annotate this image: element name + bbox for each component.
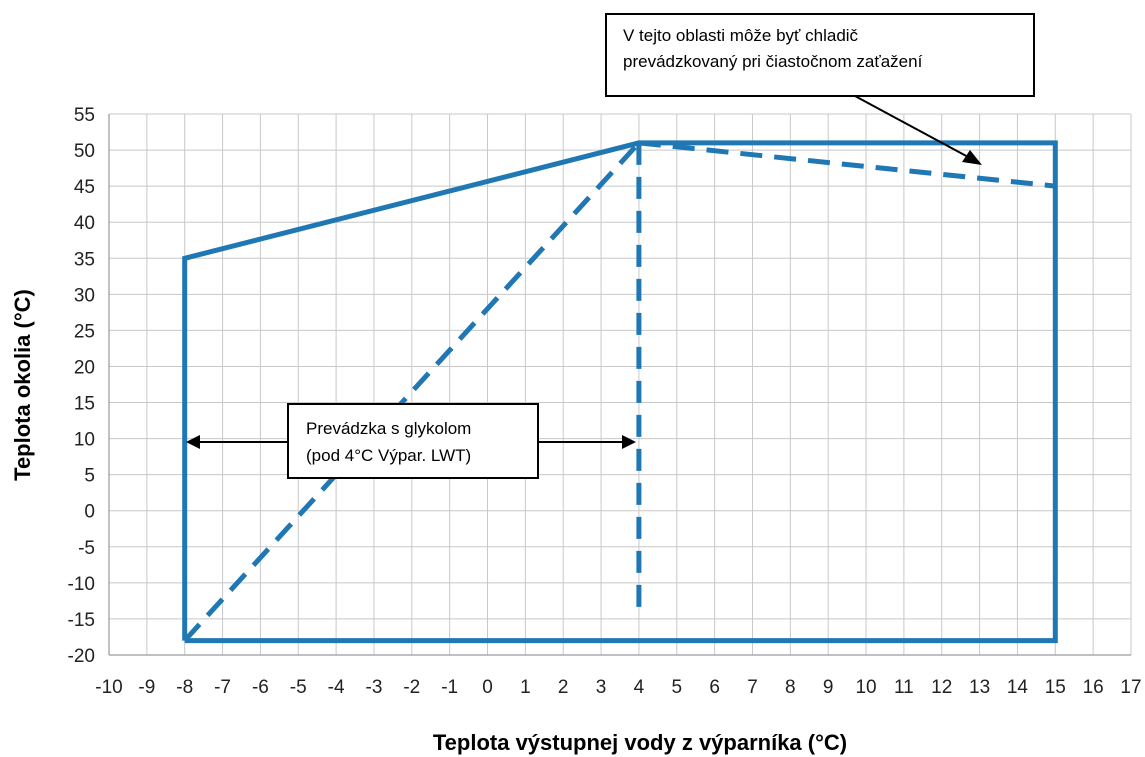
y-tick-labels: -20 -15 -10 -5 0 5 10 15 20 25 30 35 40 45 50 55 — [68, 105, 95, 667]
x-tick-label: 3 — [596, 677, 607, 698]
series-group — [182, 140, 1058, 644]
x-tick-label: 6 — [709, 677, 720, 698]
x-tick-label: 1 — [520, 677, 531, 698]
annotation-glycol-box — [287, 403, 539, 479]
x-tick-label: 11 — [894, 677, 914, 698]
dashed-series-line-3 — [638, 140, 1056, 189]
y-tick-label: 20 — [74, 357, 95, 378]
y-tick-label: 15 — [74, 394, 95, 415]
x-tick-label: 17 — [1120, 677, 1141, 698]
y-tick-label: -15 — [68, 610, 95, 631]
y-tick-label: -20 — [68, 646, 95, 667]
annotation-partial-load-line-2: prevádzkovaný pri čiastočnom zaťažení — [623, 52, 923, 71]
y-tick-label: 45 — [74, 177, 95, 198]
x-tick-label: 5 — [671, 677, 682, 698]
envelope-line-0 — [182, 140, 1058, 644]
axes — [108, 114, 1131, 656]
x-tick-label: 10 — [855, 677, 876, 698]
x-tick-label: -9 — [138, 677, 155, 698]
x-tick-label: 7 — [747, 677, 758, 698]
x-tick-label: 0 — [482, 677, 493, 698]
x-tick-labels: -10 -9 -8 -7 -6 -5 -4 -3 -2 -1 0 1 2 3 4 5 6 7 8 9 10 11 12 13 1… — [95, 677, 1141, 698]
y-tick-label: 0 — [84, 502, 95, 523]
x-tick-label: -1 — [441, 677, 458, 698]
x-tick-label: 16 — [1083, 677, 1104, 698]
y-tick-label: 30 — [74, 285, 95, 306]
y-tick-label: 50 — [74, 141, 95, 162]
x-tick-label: 14 — [1007, 677, 1029, 698]
y-tick-label: 10 — [74, 430, 95, 451]
y-axis-title: Teplota okolia (°C) — [10, 289, 35, 481]
y-tick-label: 40 — [74, 213, 95, 234]
annotation-partial-load: V tejto oblasti môže byť chladič prevádz… — [605, 13, 1035, 165]
annotation-glycol-arrowhead-right — [622, 435, 636, 449]
x-tick-label: -5 — [290, 677, 307, 698]
x-tick-label: -7 — [214, 677, 231, 698]
y-tick-label: -10 — [68, 574, 95, 595]
x-tick-label: 8 — [785, 677, 796, 698]
x-axis-title: Teplota výstupnej vody z výparníka (°C) — [433, 730, 847, 755]
annotation-glycol-line-1: Prevádzka s glykolom — [306, 419, 471, 438]
y-tick-label: 25 — [74, 321, 95, 342]
x-tick-label: -4 — [328, 677, 345, 698]
y-tick-label: -5 — [78, 538, 95, 559]
x-tick-label: -3 — [366, 677, 383, 698]
x-tick-label: -6 — [252, 677, 269, 698]
x-tick-label: 15 — [1045, 677, 1066, 698]
x-tick-label: 9 — [823, 677, 834, 698]
y-tick-label: 55 — [74, 105, 95, 126]
x-tick-label: 12 — [931, 677, 952, 698]
annotation-glycol-line-2: (pod 4°C Výpar. LWT) — [306, 446, 471, 465]
x-tick-label: 2 — [558, 677, 569, 698]
dashed-series-line-1 — [182, 141, 641, 643]
x-tick-label: -2 — [403, 677, 420, 698]
x-tick-label: -8 — [176, 677, 193, 698]
grid — [108, 113, 1132, 656]
annotation-partial-load-box — [605, 13, 1035, 97]
x-tick-label: -10 — [95, 677, 122, 698]
annotation-partial-load-arrowhead — [962, 150, 982, 165]
y-tick-label: 35 — [74, 249, 95, 270]
annotation-glycol-arrowhead-left — [186, 435, 200, 449]
annotation-glycol: Prevádzka s glykolom (pod 4°C Výpar. LWT… — [186, 403, 636, 479]
annotation-partial-load-arrow — [854, 95, 971, 159]
x-tick-label: 4 — [634, 677, 645, 698]
annotation-partial-load-line-1: V tejto oblasti môže byť chladič — [623, 26, 859, 45]
x-tick-label: 13 — [969, 677, 990, 698]
y-tick-label: 5 — [84, 466, 95, 487]
